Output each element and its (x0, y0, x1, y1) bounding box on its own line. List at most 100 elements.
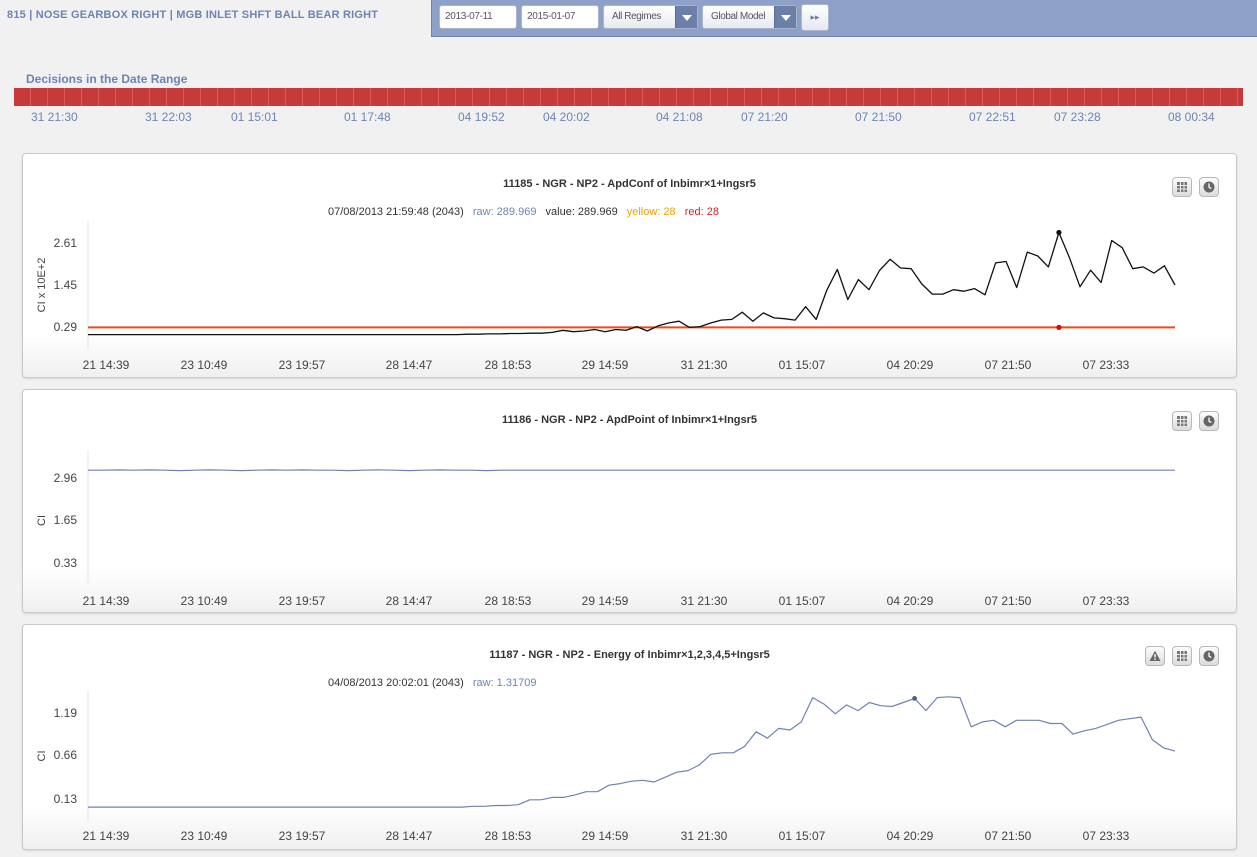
x-tick-label: 23 10:49 (181, 829, 228, 843)
info-value: value: 289.969 (545, 206, 618, 218)
alert-button[interactable] (1145, 646, 1165, 666)
y-tick-label: 1.19 (54, 706, 78, 720)
chart-title: 11187 - NGR - NP2 - Energy of Inbimr×1,2… (489, 649, 770, 661)
y-tick-label: 2.61 (54, 236, 78, 250)
regime-select[interactable]: All Regimes (603, 5, 698, 29)
decision-label: 07 21:20 (741, 110, 788, 124)
clock-icon (1203, 650, 1215, 662)
x-tick-label: 07 23:33 (1083, 358, 1130, 372)
y-tick-label: 1.45 (54, 278, 78, 292)
y-tick-label: 0.13 (54, 792, 78, 806)
chart-title: 11185 - NGR - NP2 - ApdConf of Inbimr×1+… (503, 178, 756, 190)
x-tick-label: 07 23:33 (1083, 829, 1130, 843)
decision-label: 04 19:52 (458, 110, 505, 124)
x-tick-label: 29 14:59 (582, 829, 629, 843)
decision-label: 01 15:01 (231, 110, 278, 124)
filter-toolbar: 2013-07-11 2015-01-07 All Regimes Global… (431, 0, 1257, 37)
x-tick-label: 07 21:50 (985, 358, 1032, 372)
chart-title: 11186 - NGR - NP2 - ApdPoint of Inbimr×1… (501, 414, 758, 426)
chart-panel-energy: 11187 - NGR - NP2 - Energy of Inbimr×1,2… (22, 624, 1237, 850)
x-tick-label: 01 15:07 (779, 829, 826, 843)
x-tick-label: 23 19:57 (279, 829, 326, 843)
x-tick-label: 28 18:53 (485, 358, 532, 372)
x-tick-label: 29 14:59 (582, 594, 629, 608)
x-tick-label: 21 14:39 (83, 594, 130, 608)
y-axis-label: CI (36, 751, 48, 762)
decision-label: 04 21:08 (656, 110, 703, 124)
y-tick-label: 1.65 (54, 513, 78, 527)
x-tick-label: 31 21:30 (681, 358, 728, 372)
table-view-button[interactable] (1172, 411, 1192, 431)
table-view-button[interactable] (1172, 646, 1192, 666)
clock-icon (1203, 181, 1215, 193)
x-tick-label: 01 15:07 (779, 358, 826, 372)
apply-filter-button[interactable]: ▸▸ (801, 4, 829, 31)
decision-label: 08 00:34 (1168, 110, 1215, 124)
chart-tooltip-info: 07/08/2013 21:59:48 (2043) raw: 289.969 … (328, 206, 725, 218)
x-tick-label: 28 14:47 (386, 829, 433, 843)
x-tick-label: 31 21:30 (681, 829, 728, 843)
selected-point-marker (912, 695, 917, 701)
decision-label: 04 20:02 (543, 110, 590, 124)
info-raw: raw: 289.969 (472, 206, 537, 218)
decision-label: 07 21:50 (855, 110, 902, 124)
table-icon (1177, 416, 1187, 426)
x-tick-label: 23 10:49 (181, 358, 228, 372)
series-line (88, 696, 1176, 808)
x-tick-label: 21 14:39 (83, 358, 130, 372)
info-red: red: 28 (684, 206, 719, 218)
series-line (88, 469, 1175, 472)
chart-panel-apdpoint: 11186 - NGR - NP2 - ApdPoint of Inbimr×1… (22, 389, 1237, 613)
y-tick-label: 2.96 (54, 471, 78, 485)
decision-label: 07 23:28 (1054, 110, 1101, 124)
end-date-input[interactable]: 2015-01-07 (521, 5, 599, 29)
x-tick-label: 04 20:29 (887, 594, 934, 608)
model-select-value: Global Model (711, 11, 766, 22)
decision-label: 01 17:48 (344, 110, 391, 124)
start-date-input[interactable]: 2013-07-11 (439, 5, 517, 29)
table-icon (1177, 651, 1187, 661)
decisions-timeline-bar[interactable] (14, 88, 1243, 106)
x-tick-label: 28 14:47 (386, 594, 433, 608)
y-tick-label: 0.29 (54, 320, 78, 334)
info-timestamp: 04/08/2013 20:02:01 (2043) (328, 677, 464, 689)
x-tick-label: 28 18:53 (485, 594, 532, 608)
x-tick-label: 04 20:29 (887, 829, 934, 843)
x-tick-label: 23 19:57 (279, 594, 326, 608)
history-button[interactable] (1199, 177, 1219, 197)
decisions-title: Decisions in the Date Range (26, 72, 188, 86)
chevron-down-icon (774, 6, 796, 28)
series-line (88, 231, 1176, 336)
chevron-down-icon (675, 6, 697, 28)
page-title: 815 | NOSE GEARBOX RIGHT | MGB INLET SHF… (7, 9, 379, 21)
x-tick-label: 28 18:53 (485, 829, 532, 843)
table-icon (1177, 182, 1187, 192)
info-raw: raw: 1.31709 (472, 677, 537, 689)
warning-icon (1149, 650, 1161, 661)
x-tick-label: 29 14:59 (582, 358, 629, 372)
chart-energy[interactable]: 1.19 0.66 0.13 CI 21 14:39 23 10:49 23 19:57 28… (23, 625, 1238, 851)
x-tick-label: 07 21:50 (985, 829, 1032, 843)
chart-apdconf[interactable]: 2.61 1.45 0.29 CI x 10E+2 21 14:39 23 10:49 23… (23, 154, 1238, 379)
decision-label: 07 22:51 (969, 110, 1016, 124)
threshold-point-marker (1056, 324, 1062, 330)
x-tick-label: 21 14:39 (83, 829, 130, 843)
x-tick-label: 23 10:49 (181, 594, 228, 608)
clock-icon (1203, 415, 1215, 427)
info-yellow: yellow: 28 (626, 206, 676, 218)
y-axis-label: CI x 10E+2 (36, 258, 48, 313)
x-tick-label: 31 21:30 (681, 594, 728, 608)
decision-label: 31 22:03 (145, 110, 192, 124)
x-tick-label: 23 19:57 (279, 358, 326, 372)
x-tick-label: 04 20:29 (887, 358, 934, 372)
chart-panel-apdconf: 11185 - NGR - NP2 - ApdConf of Inbimr×1+… (22, 153, 1237, 378)
y-tick-label: 0.33 (54, 556, 78, 570)
chart-apdpoint[interactable]: 2.96 1.65 0.33 CI 21 14:39 23 10:49 23 19:57 28… (23, 390, 1238, 614)
y-axis-label: CI (36, 515, 48, 526)
selected-point-marker (1056, 229, 1062, 236)
model-select[interactable]: Global Model (702, 5, 797, 29)
table-view-button[interactable] (1172, 177, 1192, 197)
history-button[interactable] (1199, 411, 1219, 431)
info-timestamp: 07/08/2013 21:59:48 (2043) (328, 206, 464, 218)
history-button[interactable] (1199, 646, 1219, 666)
